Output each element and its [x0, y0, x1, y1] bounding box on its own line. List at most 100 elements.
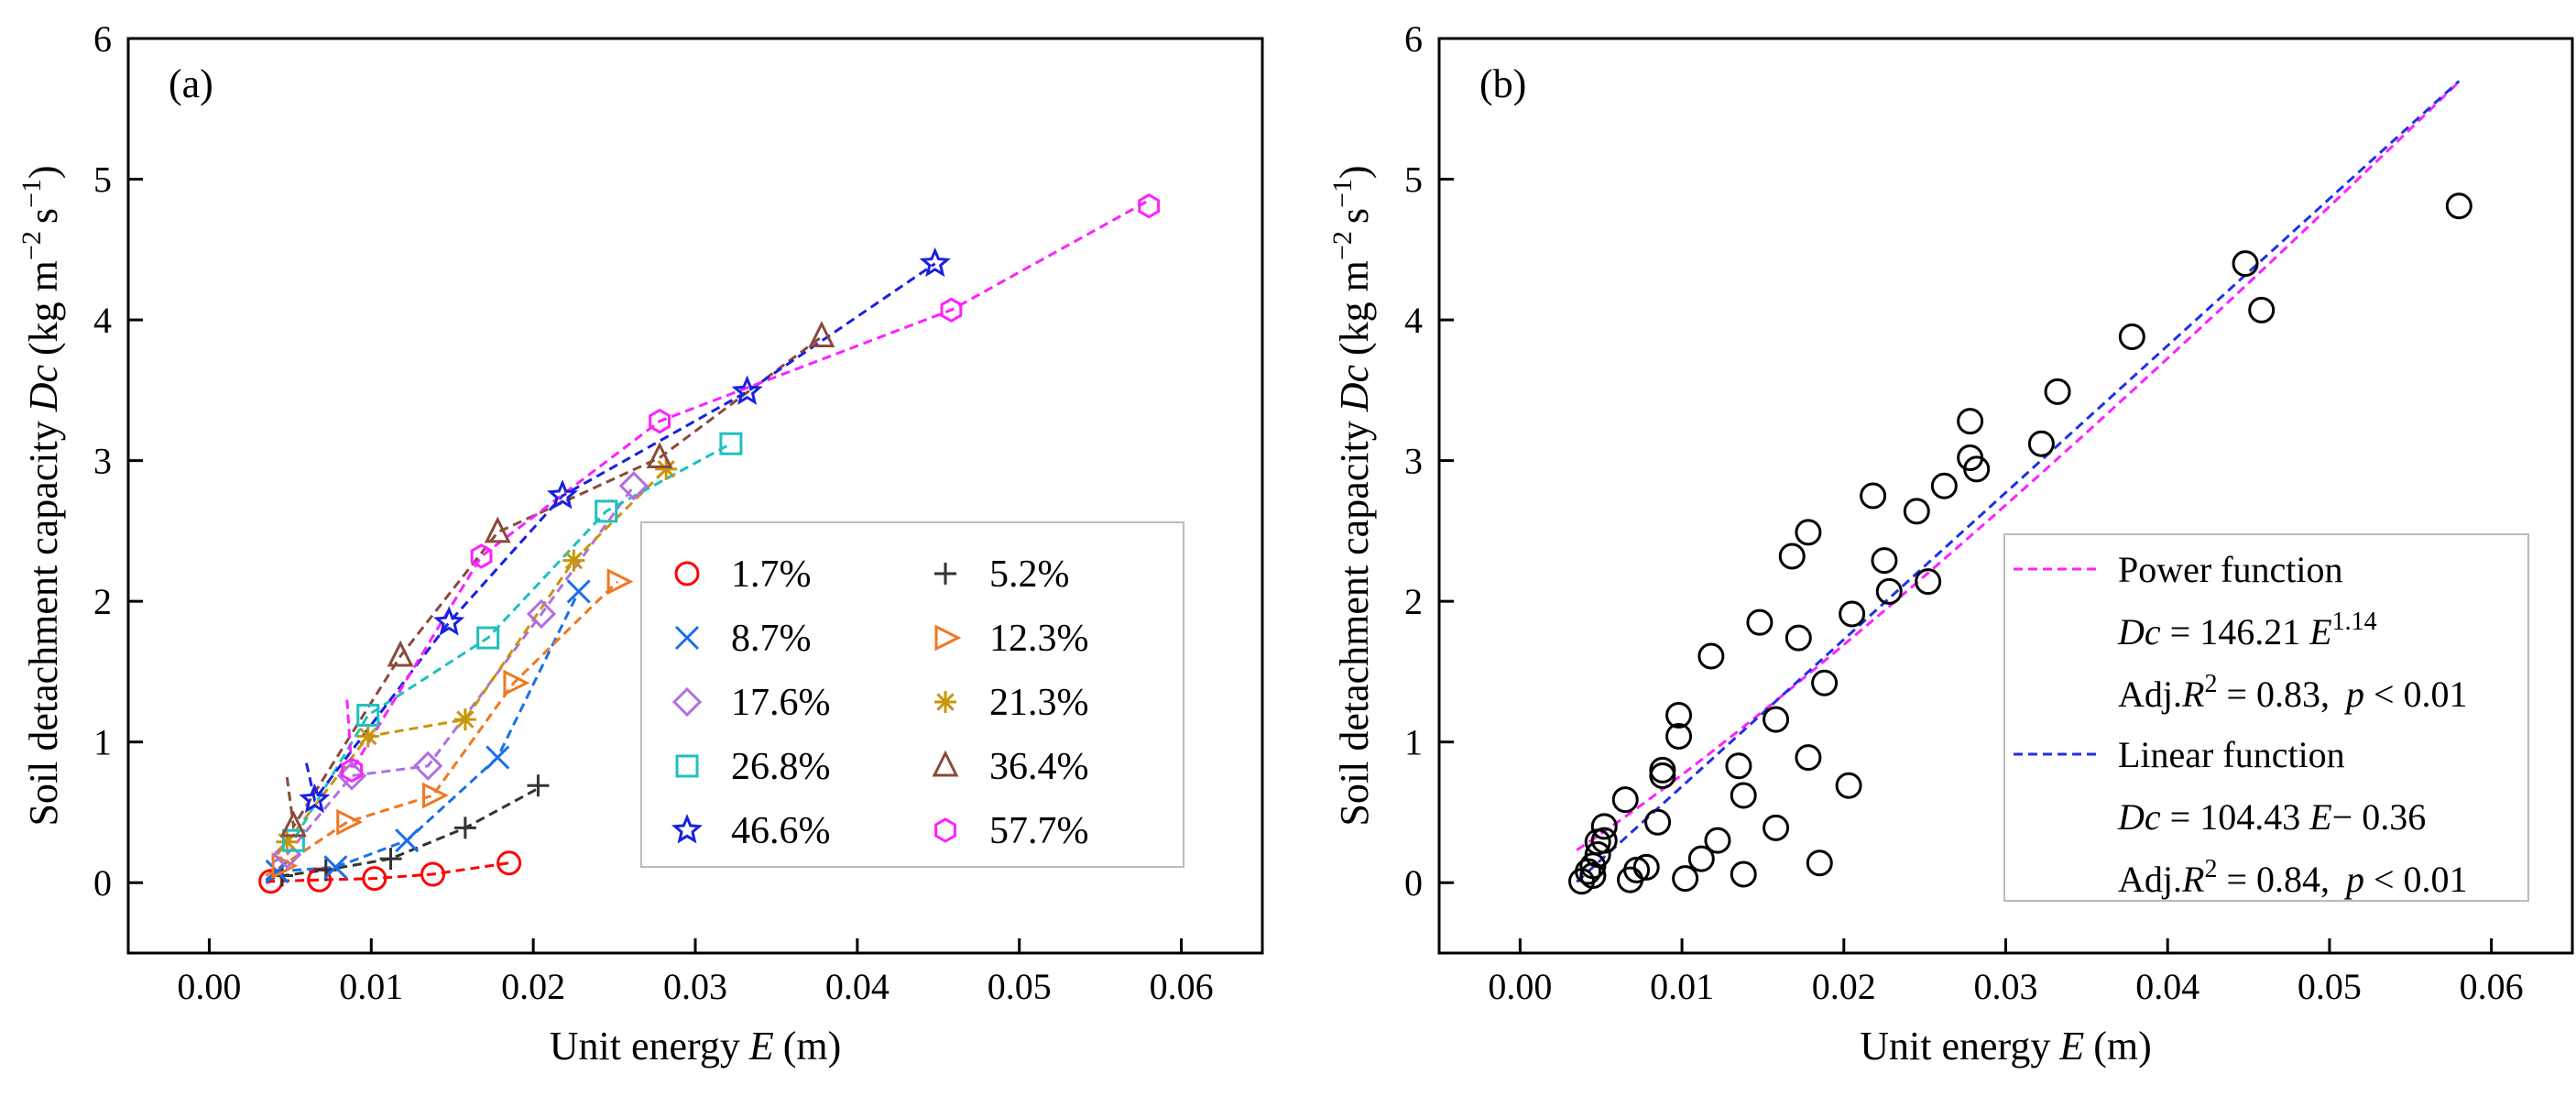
x-tick-label: 0.05: [2298, 966, 2362, 1007]
x-tick-label: 0.00: [1488, 966, 1552, 1007]
equation-independent-var: E: [2309, 611, 2331, 652]
data-point: [484, 516, 511, 543]
data-point: [2445, 192, 2472, 220]
data-point: [1795, 744, 1822, 772]
data-point: [356, 725, 379, 748]
legend-label: 26.8%: [731, 746, 831, 788]
y-tick-label: 6: [93, 18, 112, 60]
data-point: [1590, 813, 1618, 840]
x-tick-label: 0.02: [1812, 966, 1876, 1007]
data-point: [1746, 608, 1774, 636]
data-point: [395, 828, 420, 853]
data-point: [1687, 845, 1715, 872]
data-point: [336, 808, 364, 836]
panel-b-axis-ticks: 0.00 0.01 0.02 0.03 0.04 0.05 0.06 0 1 2 3 4 5 6: [1404, 18, 2524, 1007]
x-tick-label: 0.03: [663, 966, 727, 1007]
legend-marker: [934, 817, 956, 843]
legend-box: [640, 521, 1184, 868]
data-point: [1839, 600, 1866, 628]
y-axis-unit-seconds: s: [21, 208, 66, 224]
data-point: [1665, 702, 1693, 729]
data-point: [433, 606, 465, 636]
data-point: [1730, 782, 1757, 809]
y-tick-label: 5: [93, 159, 112, 201]
data-point: [655, 457, 678, 480]
x-tick-label: 0.01: [1650, 966, 1714, 1007]
stat-prefix: Adj.: [2118, 674, 2182, 715]
data-point: [2044, 378, 2071, 405]
x-tick-label: 0.02: [501, 966, 565, 1007]
x-tick-label: 0.06: [1150, 966, 1214, 1007]
x-axis-title-text: Unit energy: [550, 1024, 740, 1069]
x-tick-label: 0.04: [2135, 966, 2199, 1007]
data-point: [606, 568, 634, 596]
x-axis-title-unit: (m): [2093, 1024, 2152, 1069]
legend-marker: [671, 686, 703, 718]
equation-intercept: − 0.36: [2332, 796, 2427, 838]
x-tick-label: 0.04: [825, 966, 890, 1007]
y-tick-label: 2: [1404, 581, 1423, 622]
legend-label: 21.3%: [989, 682, 1089, 724]
legend-label: Linear function: [2118, 734, 2345, 775]
y-tick-label: 1: [1404, 722, 1423, 763]
data-point: [470, 543, 493, 569]
y-axis-title-variable: Dc: [21, 364, 66, 412]
data-point: [1725, 752, 1752, 780]
data-point: [1930, 472, 1958, 499]
data-point: [486, 745, 510, 770]
equation-dependent-var: Dc: [2117, 611, 2161, 652]
fit-equation: Dc = 104.43 E− 0.36: [2117, 796, 2426, 838]
data-point: [271, 852, 299, 880]
fit-line: [265, 861, 509, 884]
data-point: [1623, 856, 1651, 883]
legend-marker: [934, 691, 956, 713]
legend-label: 5.2%: [989, 553, 1070, 596]
fit-statistics: Adj.R2 = 0.84, p < 0.01: [2118, 855, 2468, 900]
legend-label: 1.7%: [731, 553, 812, 596]
equation-dependent-var: Dc: [2117, 796, 2161, 838]
y-axis-title: Soil detachment capacity Dc (kg m−2 s−1): [1327, 165, 1377, 826]
x-axis-title-unit: (m): [783, 1024, 842, 1069]
stat-r2-value: = 0.83,: [2217, 674, 2339, 715]
data-point: [1611, 786, 1639, 814]
data-point: [1903, 498, 1930, 525]
panel-a-data-points: [258, 192, 1161, 894]
data-point: [1871, 547, 1898, 575]
x-axis-title: Unit energy E (m): [1860, 1024, 2152, 1069]
data-point: [649, 408, 671, 434]
data-point: [2118, 323, 2145, 351]
panel-b-data-points: [1568, 192, 2472, 895]
data-point: [420, 861, 445, 887]
x-axis-title: Unit energy E (m): [550, 1024, 842, 1069]
data-point: [387, 640, 414, 667]
data-point: [1806, 849, 1833, 877]
fit-line: [265, 590, 581, 882]
legend-label: Power function: [2118, 549, 2343, 590]
panel-b-x-axis-label: Unit energy E (m): [1860, 1024, 2152, 1069]
panel-b-y-axis-label: Soil detachment capacity Dc (kg m−2 s−1): [1327, 165, 1377, 826]
data-point: [356, 704, 380, 728]
data-point: [1704, 827, 1731, 854]
panel-a-y-axis-label: Soil detachment capacity Dc (kg m−2 s−1): [16, 165, 66, 826]
data-point: [1835, 772, 1862, 799]
fit-line: [265, 580, 619, 877]
data-point: [276, 830, 299, 853]
data-point: [595, 499, 618, 523]
fit-line: [282, 442, 732, 842]
data-point: [323, 855, 348, 880]
x-tick-label: 0.03: [1974, 966, 2038, 1007]
data-point: [1730, 860, 1757, 888]
y-axis-unit-exponent: −1: [16, 179, 47, 208]
y-axis-unit-seconds: s: [1332, 208, 1377, 224]
x-tick-label: 0.06: [2460, 966, 2524, 1007]
y-axis-unit-exponent: −1: [1327, 179, 1358, 208]
legend-label: 12.3%: [989, 618, 1089, 660]
fit-line: [285, 335, 823, 831]
data-point: [566, 579, 591, 604]
y-tick-label: 0: [93, 862, 112, 904]
data-point: [2232, 250, 2259, 278]
legend-marker: [675, 754, 699, 778]
y-tick-label: 2: [93, 581, 112, 622]
data-point: [279, 810, 307, 838]
legend-marker: [932, 750, 959, 777]
